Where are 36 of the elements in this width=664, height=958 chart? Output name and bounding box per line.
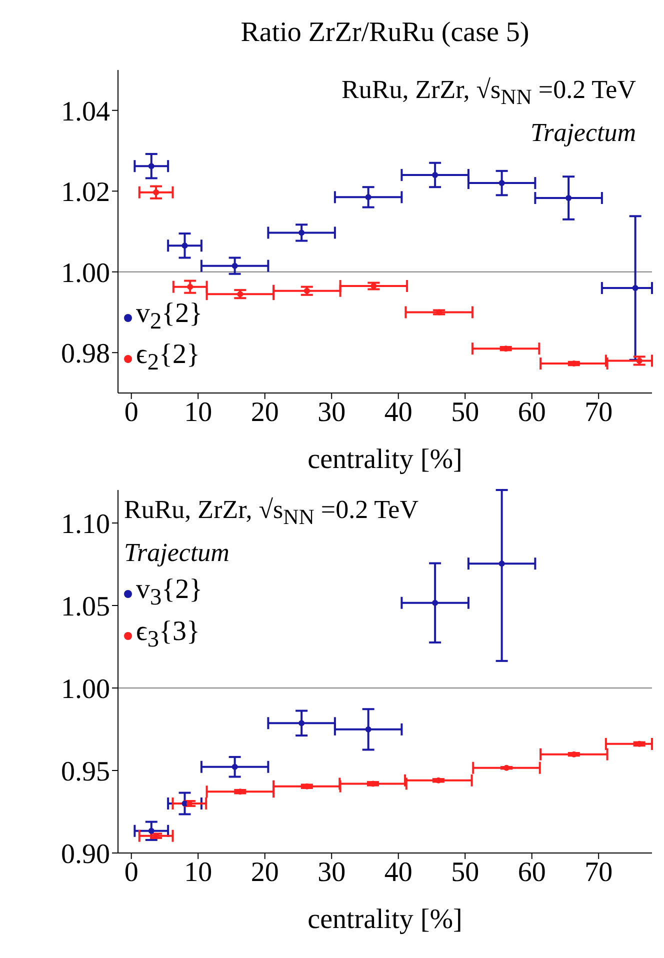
y-tick-label: 0.90: [61, 838, 110, 870]
x-tick-label: 50: [451, 856, 480, 888]
x-tick-label: 40: [384, 396, 412, 428]
x-tick-label: 60: [518, 396, 546, 428]
x-tick-label: 70: [584, 856, 613, 888]
y-tick-label: 1.00: [61, 258, 110, 289]
annotation: RuRu, ZrZr, √s$_{NN}$ =0.2 TeV: [342, 74, 636, 112]
y-tick-label: 1.05: [61, 591, 110, 622]
x-tick-label: 60: [518, 856, 546, 888]
x-tick-label: 70: [584, 396, 613, 428]
y-tick-label: 0.98: [61, 338, 110, 370]
x-tick-label: 40: [384, 856, 412, 888]
y-tick-label: 1.10: [61, 508, 110, 540]
annotation: Trajectum: [124, 537, 230, 570]
y-tick-label: 1.02: [61, 177, 110, 208]
legend-label: ϵ$_{3}${3}: [136, 614, 200, 654]
x-axis-title: centrality [%]: [308, 904, 462, 935]
legend-label: ϵ$_{2}${2}: [136, 338, 200, 378]
chart-title: Ratio ZrZr/RuRu (case 5): [240, 16, 530, 50]
x-tick-label: 50: [451, 396, 480, 428]
y-tick-label: 1.00: [61, 674, 110, 705]
annotation: Trajectum: [530, 117, 636, 150]
y-tick-label: 1.04: [61, 96, 110, 128]
x-tick-label: 20: [250, 396, 279, 428]
x-tick-label: 0: [124, 856, 138, 888]
x-tick-label: 30: [318, 396, 346, 428]
legend-label: v$_{2}${2}: [136, 296, 203, 336]
x-tick-label: 0: [124, 396, 138, 428]
x-tick-label: 30: [318, 856, 346, 888]
x-tick-label: 20: [250, 856, 279, 888]
x-tick-label: 10: [184, 396, 212, 428]
y-tick-label: 0.95: [61, 756, 110, 788]
annotation: RuRu, ZrZr, √s$_{NN}$ =0.2 TeV: [124, 494, 418, 532]
x-tick-label: 10: [184, 856, 212, 888]
x-axis-title: centrality [%]: [308, 444, 462, 475]
legend-label: v$_{3}${2}: [136, 573, 203, 613]
